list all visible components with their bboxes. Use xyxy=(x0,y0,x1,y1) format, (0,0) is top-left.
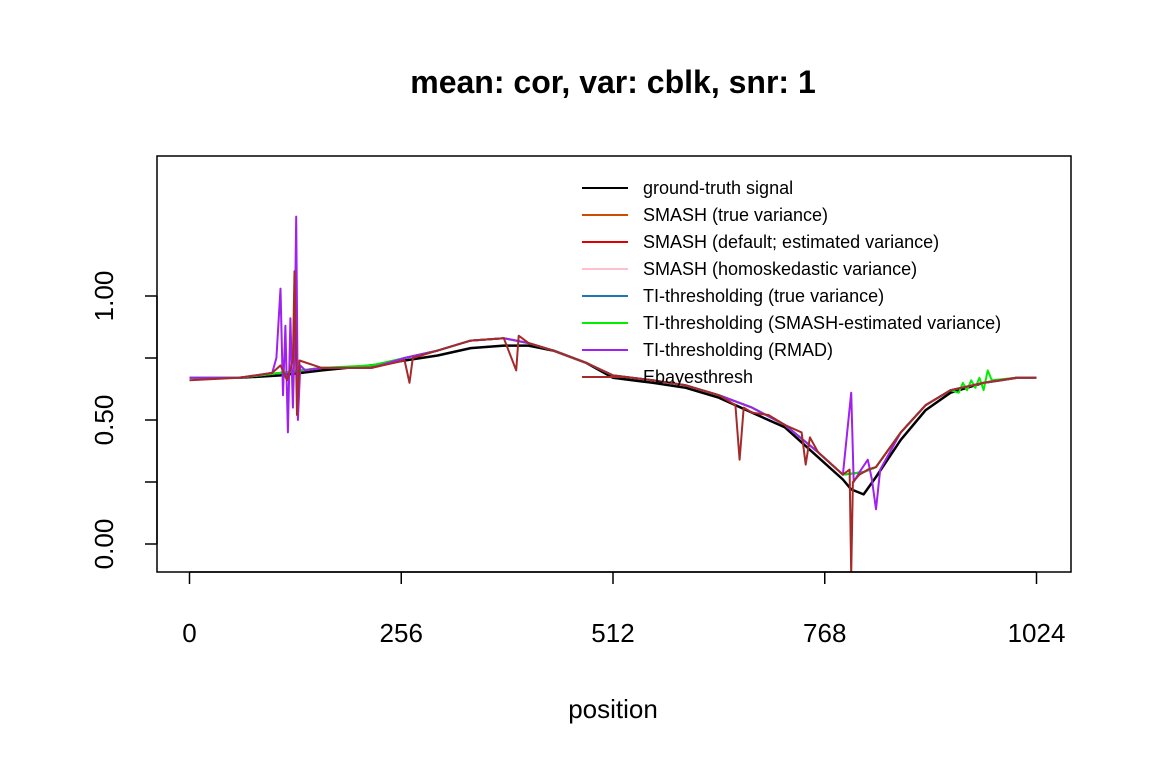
series-line-2 xyxy=(189,337,1037,476)
x-axis-label: position xyxy=(568,694,658,724)
plot-lines xyxy=(189,215,1037,572)
series-line-5 xyxy=(189,337,1037,476)
x-tick-label: 0 xyxy=(182,618,196,648)
legend-label: TI-thresholding (RMAD) xyxy=(643,340,833,360)
legend-label: SMASH (default; estimated variance) xyxy=(643,232,939,252)
y-tick-label: 0.50 xyxy=(89,395,119,446)
chart-title: mean: cor, var: cblk, snr: 1 xyxy=(410,64,816,100)
legend-label: SMASH (true variance) xyxy=(643,205,828,225)
legend-label: SMASH (homoskedastic variance) xyxy=(643,259,917,279)
series-line-3 xyxy=(189,337,1037,476)
legend-label: ground-truth signal xyxy=(643,178,793,198)
series-line-7 xyxy=(189,270,1037,572)
series-line-1 xyxy=(189,337,1037,476)
x-tick-label: 256 xyxy=(380,618,423,648)
legend: ground-truth signal SMASH (true variance)… xyxy=(582,178,1001,387)
series-line-4 xyxy=(189,337,1037,476)
x-tick-label: 768 xyxy=(803,618,846,648)
y-axis: 0.00 0.50 1.00 xyxy=(89,271,158,570)
legend-label: TI-thresholding (SMASH-estimated varianc… xyxy=(643,313,1001,333)
y-tick-label: 0.00 xyxy=(89,519,119,570)
x-tick-label: 1024 xyxy=(1008,618,1066,648)
legend-label: Ebayesthresh xyxy=(643,367,753,387)
legend-label: TI-thresholding (true variance) xyxy=(643,286,884,306)
x-tick-label: 512 xyxy=(591,618,634,648)
x-axis: 0 256 512 768 1024 xyxy=(182,571,1066,648)
y-tick-label: 1.00 xyxy=(89,271,119,322)
